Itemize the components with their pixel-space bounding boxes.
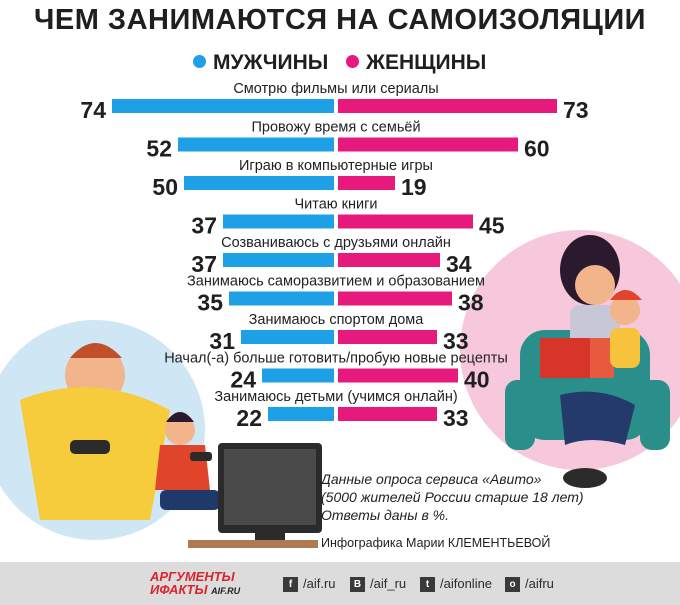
social-twitter[interactable]: t/aifonline [420,576,493,593]
value-label-men: 35 [197,290,223,316]
twitter-icon: t [420,577,435,593]
value-label-men: 74 [80,97,106,123]
chart-title: ЧЕМ ЗАНИМАЮТСЯ НА САМОИЗОЛЯЦИИ [33,4,647,36]
source-note-line3: Ответы даны в %. [321,507,449,523]
bar-men [178,137,334,152]
category-label: Созваниваюсь с друзьями онлайн [221,235,451,251]
value-label-men: 52 [146,136,172,162]
illustration-father-son [0,320,220,540]
category-label: Провожу время с семьёй [251,120,420,136]
category-label: Читаю книги [294,197,377,213]
value-label-women: 33 [443,328,469,354]
category-label: Играю в компьютерные игры [239,158,433,174]
chart-canvas: Смотрю фильмы или сериалы 74 73 Провожу вре… [0,81,680,548]
value-label-women: 45 [479,213,505,239]
social-facebook-handle: /aif.ru [303,576,336,591]
value-label-women: 34 [446,251,472,277]
bar-women [338,291,452,306]
bar-women [338,99,557,113]
value-label-men: 22 [236,405,262,431]
bar-women [338,176,395,190]
social-ok-handle: /aifru [525,576,554,591]
aif-logo[interactable]: АРГУМЕНТЫ ИФАКТЫ AIF.RU [150,570,240,598]
legend-women: ЖЕНЩИНЫ [346,51,486,75]
bar-men [262,368,334,383]
aif-logo-line1: АРГУМЕНТЫ [150,569,235,584]
illustration-mother-child [460,230,680,488]
bar-men [223,214,334,229]
bar-men [268,407,334,421]
value-label-men: 37 [191,213,217,239]
bar-men [223,253,334,267]
legend-men-label: МУЖЧИНЫ [213,51,329,74]
value-label-women: 60 [524,136,550,162]
category-label: Начал(-а) больше готовить/пробую новые р… [164,351,508,367]
bar-women [338,407,437,421]
bar-men [112,99,334,113]
value-label-men: 50 [152,174,178,200]
social-ok[interactable]: o/aifru [505,576,554,593]
bar-women [338,330,437,344]
aif-logo-line2: ИФАКТЫ [150,582,208,597]
category-label: Смотрю фильмы или сериалы [233,81,438,97]
value-label-men: 37 [191,251,217,277]
bar-women [338,214,473,229]
legend-men: МУЖЧИНЫ [193,51,328,75]
legend-women-dot [346,54,359,68]
bars-group: Смотрю фильмы или сериалы 74 73 Провожу вре… [80,81,588,431]
value-label-men: 24 [230,367,256,393]
vk-icon: B [350,577,365,593]
value-label-men: 31 [209,328,235,354]
category-label: Занимаюсь саморазвитием и образованием [187,274,485,290]
legend-women-label: ЖЕНЩИНЫ [366,51,487,74]
bar-men [184,176,334,190]
facebook-icon: f [283,577,298,593]
value-label-women: 38 [458,290,484,316]
social-vk[interactable]: B/aif_ru [350,576,407,593]
bar-women [338,137,518,152]
social-twitter-handle: /aifonline [440,576,493,591]
infographic-credit: Инфографика Марии КЛЕМЕНТЬЕВОЙ [321,536,551,550]
social-vk-handle: /aif_ru [370,576,407,591]
aif-logo-suffix: AIF.RU [211,586,241,596]
source-note-line2: (5000 жителей России старше 18 лет) [321,489,584,505]
bar-men [229,291,334,306]
social-facebook[interactable]: f/aif.ru [283,576,336,593]
value-label-women: 73 [563,97,589,123]
category-label: Занимаюсь спортом дома [249,312,425,328]
source-note: Данные опроса сервиса «Авито» (5000 жите… [321,470,584,524]
footer-bar: АРГУМЕНТЫ ИФАКТЫ AIF.RU f/aif.ru B/aif_r… [0,562,680,605]
ok-icon: o [505,577,520,593]
legend-men-dot [193,54,206,68]
value-label-women: 33 [443,405,469,431]
bar-women [338,253,440,267]
bar-women [338,368,458,383]
category-label: Занимаюсь детьми (учимся онлайн) [214,389,457,405]
value-label-women: 19 [401,174,427,200]
source-note-line1: Данные опроса сервиса «Авито» [321,471,542,487]
tv-monitor [188,443,322,548]
value-label-women: 40 [464,367,490,393]
bar-men [241,330,334,344]
